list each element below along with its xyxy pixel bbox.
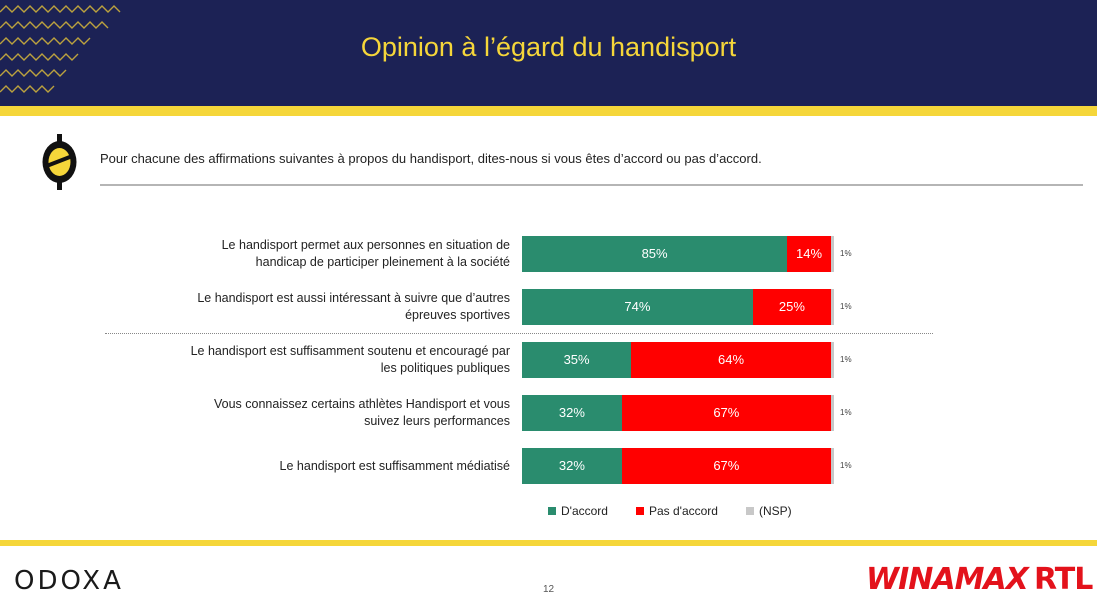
category-label: Le handisport est suffisamment soutenu e…: [180, 343, 510, 377]
page-number: 12: [542, 584, 555, 595]
bar-segment: [621, 448, 831, 484]
bar-value-label: 32%: [558, 458, 585, 473]
category-label-line: handicap de participer pleinement à la s…: [255, 255, 510, 269]
category-label-line: Le handisport est suffisamment médiatisé: [279, 458, 510, 473]
legend-label: D'accord: [561, 504, 608, 518]
nsp-value-label: 1%: [840, 302, 852, 311]
category-label: Le handisport est suffisamment médiatisé: [180, 458, 510, 475]
legend-item: Pas d'accord: [635, 504, 718, 518]
chart-legend: D'accord Pas d'accord (NSP): [548, 504, 820, 518]
stacked-bar-chart: Le handisport permet aux personnes en si…: [105, 236, 933, 484]
nsp-value-label: 1%: [840, 408, 852, 417]
legend-item: (NSP): [745, 504, 792, 518]
winamax-logo: WINAMAX: [866, 562, 1029, 597]
bar-segment: [522, 395, 622, 431]
legend-label: Pas d'accord: [648, 504, 718, 518]
bar-segment: [830, 236, 834, 272]
bar-value-label: 85%: [641, 246, 668, 261]
header-accent-band: [0, 106, 1097, 116]
legend-label: (NSP): [758, 504, 792, 518]
bar-segment: [522, 448, 622, 484]
bar-segment: [830, 395, 834, 431]
odoxa-logo: ODOXA: [14, 566, 124, 596]
bar-value-label: 74%: [624, 299, 651, 314]
category-label: Vous connaissez certains athlètes Handis…: [180, 396, 510, 430]
category-label-line: Le handisport est suffisamment soutenu e…: [190, 344, 510, 358]
bar-segment: [830, 448, 834, 484]
rtl-logo: RTL: [1034, 562, 1093, 597]
category-label-line: Vous connaissez certains athlètes Handis…: [213, 397, 510, 411]
legend-swatch: [548, 507, 556, 515]
bar-value-label: 67%: [713, 405, 740, 420]
bar-value-label: 64%: [718, 352, 745, 367]
nsp-value-label: 1%: [840, 461, 852, 470]
category-label-line: Le handisport est aussi intéressant à su…: [197, 291, 510, 305]
bar-value-label: 25%: [778, 299, 805, 314]
nsp-value-label: 1%: [840, 249, 852, 258]
nsp-value-label: 1%: [840, 355, 852, 364]
bar-segment: [752, 289, 831, 325]
slide-title: Opinion à l’égard du handisport: [360, 32, 737, 62]
category-label: Le handisport permet aux personnes en si…: [180, 237, 510, 271]
bar-segment: [830, 289, 834, 325]
bar-value-label: 14%: [796, 246, 823, 261]
bar-segment: [830, 342, 834, 378]
chevron-pattern-decoration: [0, 5, 121, 93]
bar-segment: [522, 236, 788, 272]
bar-segment: [522, 289, 753, 325]
bar-segment: [621, 395, 831, 431]
legend-swatch: [635, 507, 644, 515]
odoxa-coin-icon: [42, 134, 77, 190]
category-label-line: Le handisport permet aux personnes en si…: [221, 238, 510, 252]
chart-separator: [105, 333, 933, 334]
category-label: Le handisport est aussi intéressant à su…: [180, 290, 510, 324]
slide-header: Opinion à l’égard du handisport: [0, 0, 1097, 106]
category-label-line: les politiques publiques: [380, 361, 510, 375]
bar-segment: [522, 342, 632, 378]
legend-item: D'accord: [548, 504, 608, 518]
footer-accent-band: [0, 540, 1097, 546]
question-divider: [100, 184, 1083, 186]
category-label-line: épreuves sportives: [405, 308, 510, 322]
bar-segment: [631, 342, 831, 378]
bar-value-label: 35%: [563, 352, 590, 367]
bar-value-label: 67%: [713, 458, 740, 473]
bar-value-label: 32%: [558, 405, 585, 420]
survey-question: Pour chacune des affirmations suivantes …: [100, 151, 762, 166]
legend-swatch: [745, 507, 754, 515]
category-label-line: suivez leurs performances: [364, 414, 510, 428]
bar-segment: [787, 236, 831, 272]
